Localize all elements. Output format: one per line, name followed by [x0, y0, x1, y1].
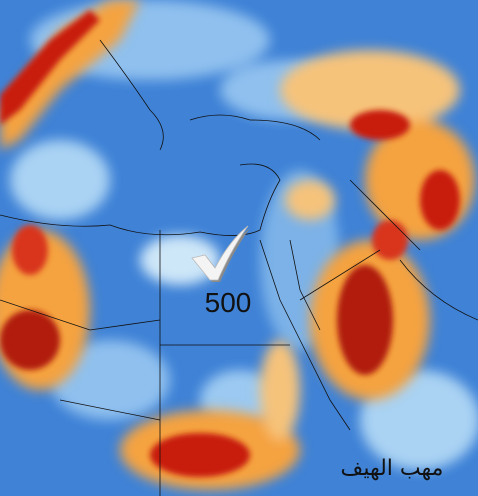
- field-red: [0, 10, 460, 477]
- borders: [0, 39, 478, 496]
- level-label: 500: [205, 287, 252, 318]
- watermark: مهب الهيف: [341, 456, 444, 481]
- checkmark: [191, 225, 249, 281]
